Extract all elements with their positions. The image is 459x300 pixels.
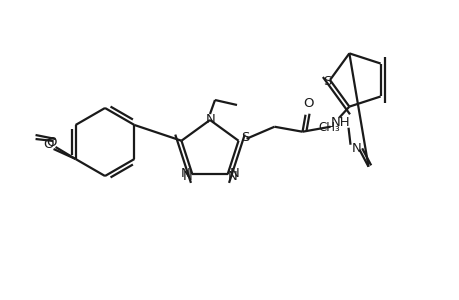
Text: N: N: [182, 170, 192, 183]
Text: O: O: [46, 136, 56, 148]
Text: N: N: [351, 142, 361, 155]
Text: S: S: [322, 74, 330, 88]
Text: NH: NH: [330, 116, 350, 129]
Text: S: S: [241, 131, 249, 144]
Text: N: N: [229, 167, 239, 180]
Text: N: N: [180, 167, 190, 180]
Text: N: N: [227, 170, 237, 183]
Text: N: N: [206, 112, 215, 125]
Text: O: O: [43, 137, 54, 151]
Text: CH₃: CH₃: [318, 121, 340, 134]
Text: O: O: [302, 97, 313, 110]
